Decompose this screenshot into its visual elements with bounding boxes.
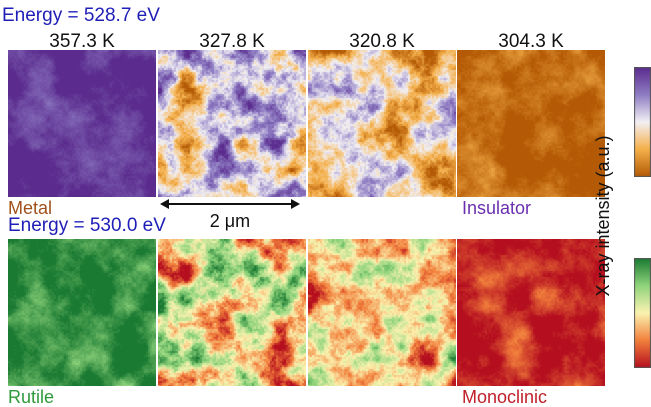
colorbar-axis-label: X-ray intensity (a.u.)	[593, 135, 613, 297]
scale-bar-arrow	[160, 199, 300, 209]
monoclinic-label: Monoclinic	[462, 387, 548, 407]
xray-map-top-328k	[158, 50, 306, 197]
energy-label-top: Energy = 528.7 eV	[2, 5, 160, 26]
temperature-label-3: 320.8 K	[349, 31, 415, 52]
temperature-label-2: 327.8 K	[199, 31, 265, 52]
xray-map-bottom-328k	[158, 239, 306, 386]
xray-map-bottom-357k	[8, 239, 156, 386]
xray-map-bottom-304k	[457, 239, 605, 386]
xray-map-top-304k	[457, 50, 605, 197]
insulator-label: Insulator	[462, 198, 532, 218]
rutile-label: Rutile	[8, 387, 55, 407]
xray-map-top-357k	[8, 50, 156, 197]
temperature-label-1: 357.3 K	[49, 31, 115, 52]
scale-bar-label: 2 μm	[209, 211, 251, 231]
colorbar-top	[634, 67, 651, 177]
xray-map-bottom-321k	[308, 239, 456, 386]
temperature-label-4: 304.3 K	[498, 31, 564, 52]
energy-label-bottom: Energy = 530.0 eV	[8, 215, 166, 236]
xray-map-top-321k	[308, 50, 456, 197]
metal-label: Metal	[8, 198, 53, 218]
colorbar-bottom	[634, 258, 651, 368]
